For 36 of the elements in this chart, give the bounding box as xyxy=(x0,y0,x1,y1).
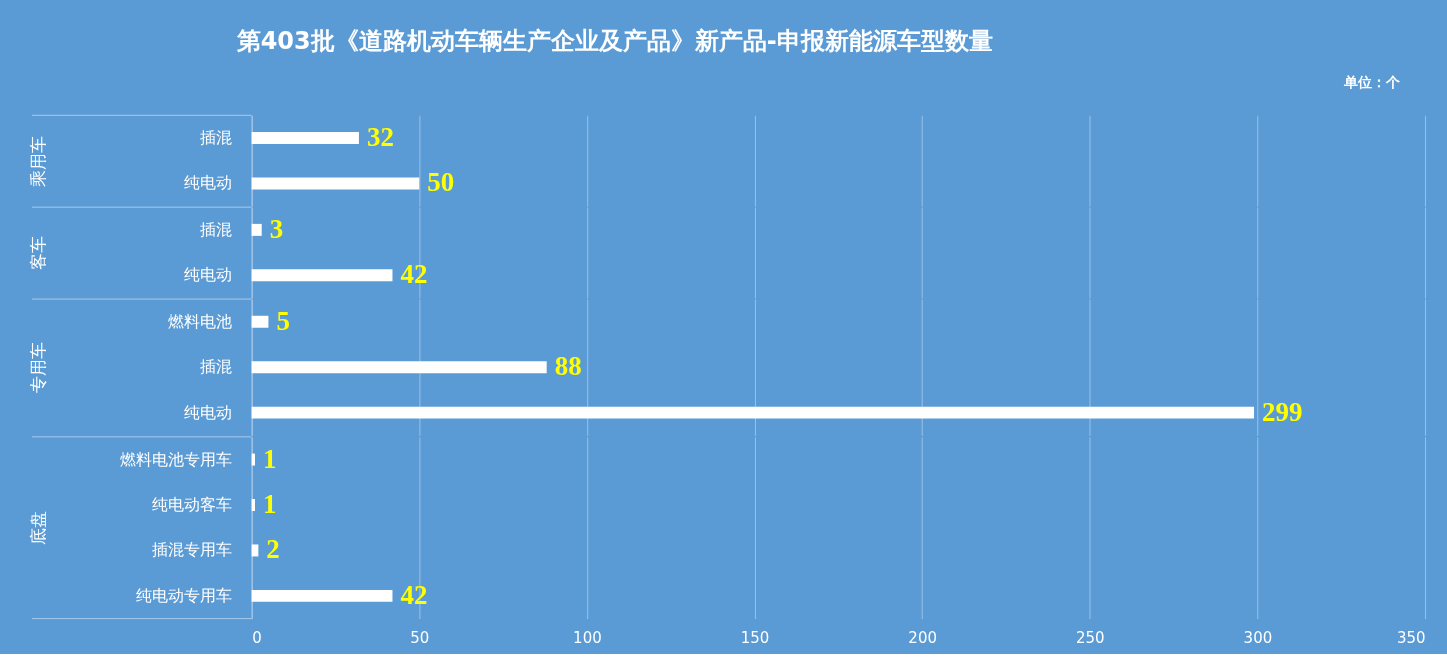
chart-title: 第403批《道路机动车辆生产企业及产品》新产品-申报新能源车型数量 xyxy=(235,27,993,56)
x-tick-label: 100 xyxy=(573,629,602,648)
data-label: 3 xyxy=(269,213,284,244)
data-label: 42 xyxy=(400,579,428,610)
y-axis-title: 专用车 xyxy=(28,342,49,394)
data-label: 42 xyxy=(400,259,428,290)
y-tick-label: 燃料电池专用车 xyxy=(120,449,233,469)
x-tick-label: 150 xyxy=(740,629,770,648)
y-tick-label: 插混 xyxy=(200,128,233,147)
data-label: 1 xyxy=(262,488,277,519)
x-tick-label: 200 xyxy=(908,629,937,648)
y-tick-label: 燃料电池 xyxy=(168,311,233,331)
data-label: 50 xyxy=(427,167,455,198)
data-label: 32 xyxy=(366,122,394,152)
x-tick-label: 0 xyxy=(252,629,262,648)
y-axis-title: 乘用车 xyxy=(28,135,49,187)
data-label: 5 xyxy=(276,305,290,336)
y-tick-label: 纯电动客车 xyxy=(152,495,233,514)
data-label: 299 xyxy=(1262,396,1303,427)
y-tick-label: 纯电动专用车 xyxy=(136,585,233,605)
data-label: 1 xyxy=(262,443,277,474)
y-axis-title: 客车 xyxy=(28,236,49,271)
x-tick-label: 250 xyxy=(1075,629,1105,648)
y-tick-label: 插混专用车 xyxy=(152,540,233,560)
y-axis-title: 底盘 xyxy=(28,511,49,546)
y-tick-label: 纯电动 xyxy=(184,265,233,285)
data-label: 88 xyxy=(554,351,582,382)
data-label: 2 xyxy=(266,534,280,565)
y-tick-label: 纯电动 xyxy=(184,173,233,193)
x-tick-label: 300 xyxy=(1243,629,1273,648)
x-tick-label: 350 xyxy=(1396,629,1426,648)
x-tick-label: 50 xyxy=(410,629,430,648)
y-tick-label: 插混 xyxy=(200,357,233,377)
text: 单位：个 xyxy=(1343,74,1402,91)
y-tick-label: 插混 xyxy=(200,219,233,239)
y-tick-label: 纯电动 xyxy=(184,402,233,422)
